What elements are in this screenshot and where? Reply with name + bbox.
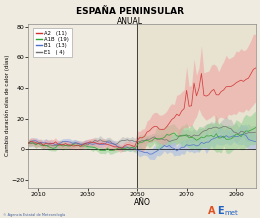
Y-axis label: Cambio duración olas de calor (días): Cambio duración olas de calor (días) bbox=[4, 55, 10, 157]
Text: © Agencia Estatal de Meteorología: © Agencia Estatal de Meteorología bbox=[3, 213, 65, 217]
Text: E: E bbox=[217, 206, 224, 216]
Bar bbox=[137, 24, 256, 188]
Text: ESPAÑA PENINSULAR: ESPAÑA PENINSULAR bbox=[76, 7, 184, 15]
Text: A: A bbox=[208, 206, 216, 216]
Text: ANUAL: ANUAL bbox=[117, 17, 143, 26]
X-axis label: AÑO: AÑO bbox=[134, 198, 151, 207]
Legend: A2   (11), A1B  (19), B1   (13), E1   ( 4): A2 (11), A1B (19), B1 (13), E1 ( 4) bbox=[33, 28, 72, 57]
Text: met: met bbox=[224, 210, 238, 216]
